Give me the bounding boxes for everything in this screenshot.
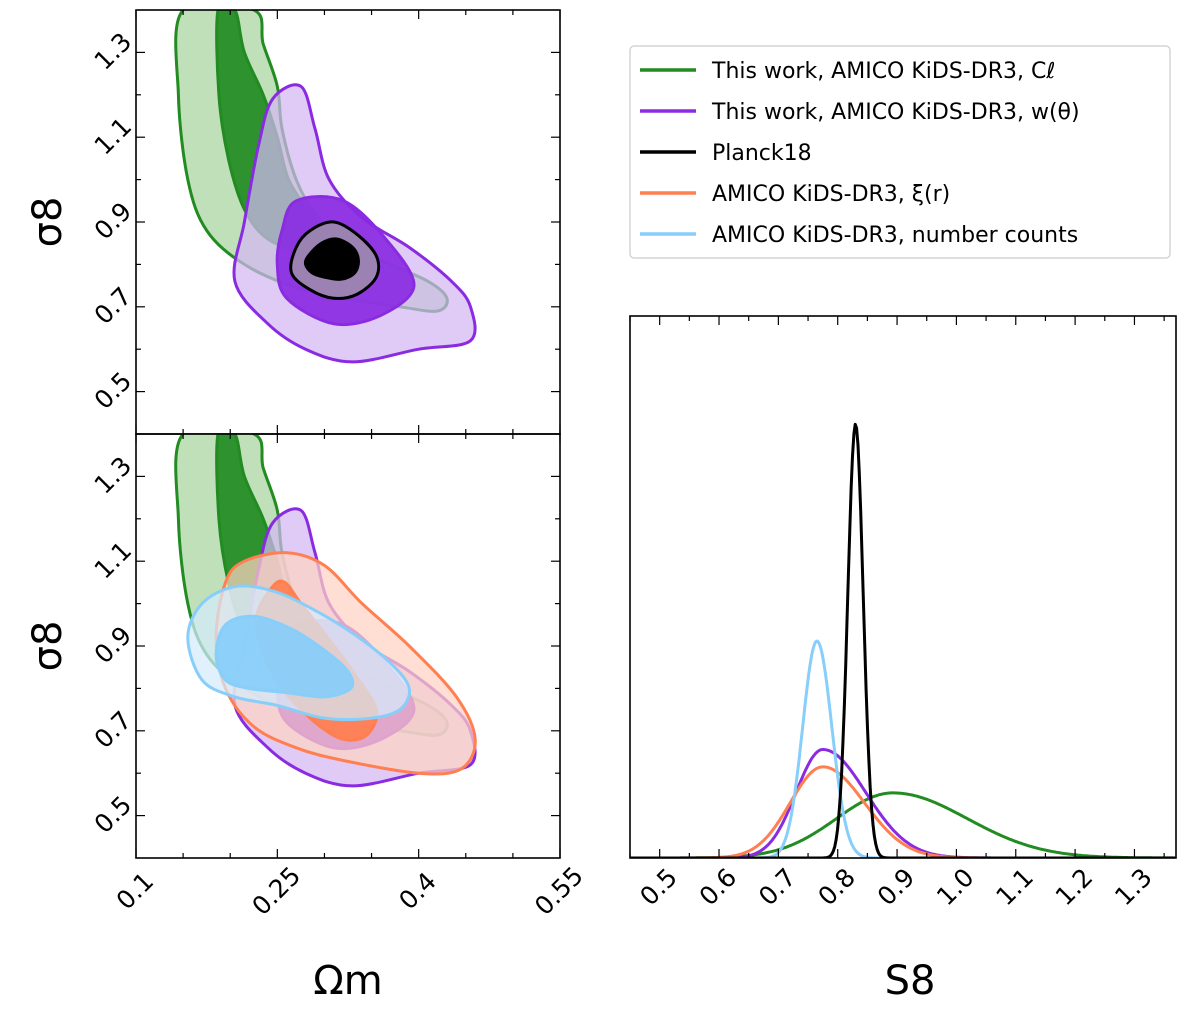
pdf-curve-orange [630, 765, 1176, 858]
panel-right-plot: 0.5 0.6 0.7 0.8 0.9 1.0 1.1 1.2 1.3 [629, 315, 1177, 912]
pdf-curve-purple [630, 748, 1176, 858]
x-tick-label-omega: 0.25 [246, 861, 306, 921]
y-tick-label-bottom: 1.3 [89, 451, 138, 500]
x-axis-label-omega: Ωm [313, 958, 383, 1004]
x-tick-label-s8: 0.7 [753, 863, 802, 912]
x-tick-label-s8: 0.5 [634, 863, 683, 912]
y-axis-label-bottom: σ8 [25, 621, 71, 672]
x-tick-label-s8: 1.0 [931, 863, 980, 912]
x-axis-label-s8: S8 [885, 958, 936, 1004]
x-tick-label-omega: 0.55 [529, 861, 589, 921]
y-tick-label-bottom: 1.1 [89, 536, 138, 585]
panel-top-left-plot: 0.5 0.7 0.9 1.1 1.3 [89, 9, 561, 435]
panel-right-frame [629, 315, 1177, 859]
pdf-curve-blue [630, 639, 1176, 858]
y-tick-label-top: 0.7 [89, 281, 138, 330]
x-tick-label-s8: 1.1 [990, 863, 1039, 912]
x-tick-label-s8: 0.8 [812, 863, 861, 912]
pdf-curve-green [630, 791, 1176, 858]
contour-inner-black [303, 237, 360, 281]
y-tick-label-top: 1.1 [89, 112, 138, 161]
contour-inner-blue [214, 614, 355, 699]
x-tick-label-s8: 0.9 [872, 863, 921, 912]
y-tick-label-bottom: 0.7 [89, 705, 138, 754]
legend-label-green: This work, AMICO KiDS-DR3, Cℓ [711, 59, 1055, 84]
legend: This work, AMICO KiDS-DR3, Cℓ This work,… [629, 45, 1171, 259]
x-tick-label-s8: 0.6 [694, 863, 743, 912]
x-tick-label-s8: 1.3 [1109, 863, 1158, 912]
legend-label-blue: AMICO KiDS-DR3, number counts [712, 223, 1078, 248]
y-axis-label-top: σ8 [25, 197, 71, 248]
legend-label-purple: This work, AMICO KiDS-DR3, w(θ) [711, 100, 1080, 125]
x-tick-label-omega: 0.1 [111, 867, 160, 916]
panel-bottom-left-plot: 0.5 0.7 0.9 1.1 1.3 0.1 0.25 0.4 0.55 [89, 433, 589, 921]
legend-label-black: Planck18 [712, 141, 812, 166]
y-tick-label-bottom: 0.5 [89, 790, 138, 839]
y-tick-label-top: 0.5 [89, 366, 138, 415]
y-tick-label-top: 0.9 [89, 197, 138, 246]
legend-label-orange: AMICO KiDS-DR3, ξ(r) [712, 182, 950, 207]
legend-box [629, 45, 1171, 259]
x-tick-label-s8: 1.2 [1050, 863, 1099, 912]
y-tick-label-top: 1.3 [89, 27, 138, 76]
x-tick-label-omega: 0.4 [393, 867, 442, 916]
y-tick-label-bottom: 0.9 [89, 621, 138, 670]
